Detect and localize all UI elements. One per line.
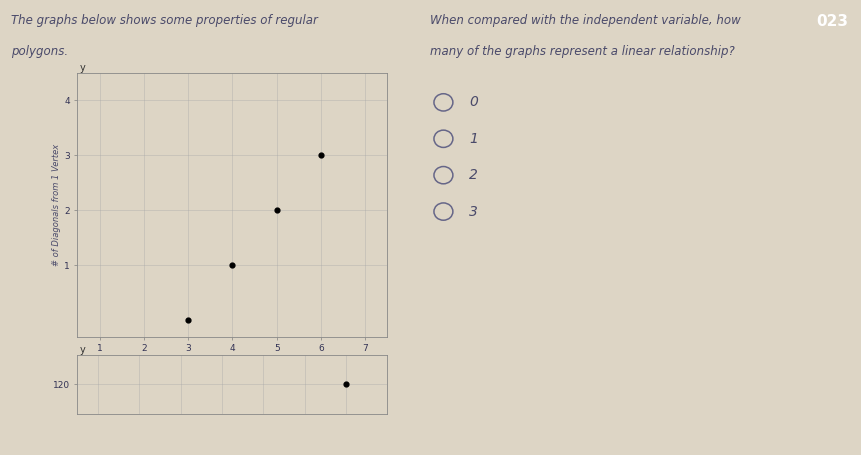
Text: y: y bbox=[80, 63, 85, 73]
Point bbox=[269, 207, 283, 214]
Text: 2: 2 bbox=[469, 168, 478, 182]
Text: When compared with the independent variable, how: When compared with the independent varia… bbox=[430, 14, 741, 27]
Text: 023: 023 bbox=[816, 14, 848, 29]
Point bbox=[182, 317, 195, 324]
X-axis label: Number of Sides: Number of Sides bbox=[195, 355, 269, 364]
Text: many of the graphs represent a linear relationship?: many of the graphs represent a linear re… bbox=[430, 46, 735, 59]
Text: 3: 3 bbox=[469, 205, 478, 218]
Text: y: y bbox=[79, 345, 85, 355]
Text: The graphs below shows some properties of regular: The graphs below shows some properties o… bbox=[11, 14, 318, 27]
Y-axis label: # of Diagonals from 1 Vertex: # of Diagonals from 1 Vertex bbox=[53, 144, 61, 266]
Text: 0: 0 bbox=[469, 96, 478, 109]
Point bbox=[339, 381, 353, 388]
Text: 1: 1 bbox=[469, 132, 478, 146]
Point bbox=[226, 262, 239, 269]
Point bbox=[314, 152, 328, 159]
Text: polygons.: polygons. bbox=[11, 46, 68, 59]
